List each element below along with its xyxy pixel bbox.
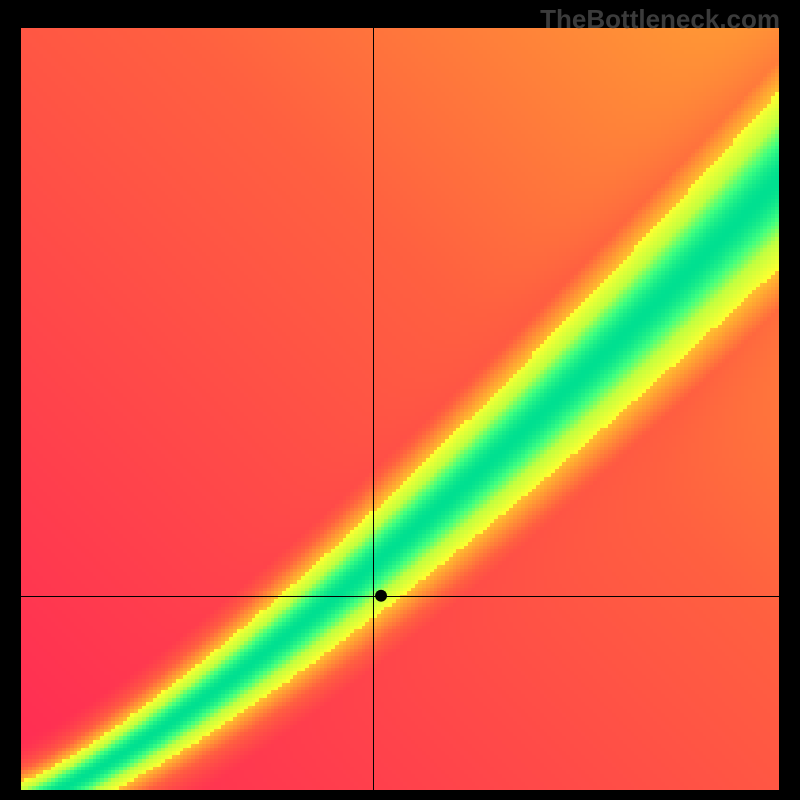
chart-frame: TheBottleneck.com (0, 0, 800, 800)
heatmap-canvas (21, 28, 779, 790)
watermark-text: TheBottleneck.com (540, 4, 780, 35)
plot-area (21, 28, 779, 790)
